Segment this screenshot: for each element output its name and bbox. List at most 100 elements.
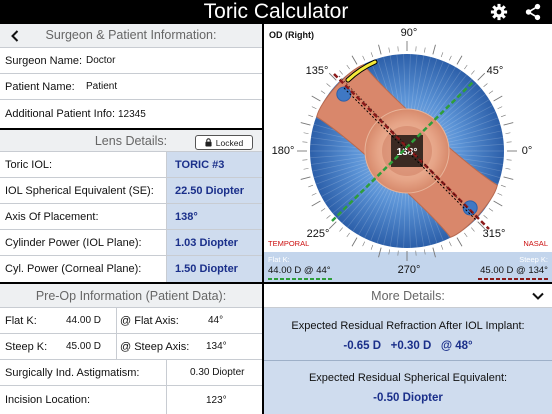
iris-ray: [426, 66, 456, 117]
iris-ray: [429, 70, 462, 119]
degree-tick: [456, 55, 463, 65]
iris-ray: [435, 83, 478, 124]
iris-ray: [410, 54, 418, 112]
cyl-corneal-value: 1.50 Diopter: [167, 256, 262, 282]
surgeon-name-value[interactable]: Doctor: [86, 55, 116, 66]
residual-refraction-title: Expected Residual Refraction After IOL I…: [291, 320, 525, 332]
cyl-iol-row: Cylinder Power (IOL Plane): 1.03 Diopter: [0, 230, 262, 256]
degree-tick: [388, 249, 390, 255]
degree-tick: [311, 106, 317, 110]
cyl-iol-label: Cylinder Power (IOL Plane):: [5, 236, 142, 249]
degree-tick: [351, 237, 358, 247]
iris-ray: [408, 54, 411, 112]
degree-tick: [326, 83, 331, 87]
iris-ray: [444, 117, 499, 138]
incision-row[interactable]: Incision Location: 123°: [0, 386, 262, 414]
chevron-down-icon[interactable]: [532, 292, 544, 301]
iris-ray: [446, 143, 504, 149]
residual-refraction-box: Expected Residual Refraction After IOL I…: [264, 308, 552, 361]
iris-ray: [424, 63, 450, 116]
patient-name-value[interactable]: Patient: [86, 81, 118, 92]
angle-45-label: 45°: [487, 65, 504, 77]
back-chevron-icon[interactable]: [10, 30, 20, 42]
degree-tick: [440, 52, 444, 58]
iris-ray: [421, 60, 444, 115]
degree-tick: [339, 70, 343, 75]
degree-tick: [432, 44, 436, 55]
degree-tick: [471, 70, 475, 75]
iol-se-row: IOL Spherical Equivalent (SE): 22.50 Dio…: [0, 178, 262, 204]
degree-tick: [448, 241, 452, 247]
cyl-corneal-row: Cyl. Power (Corneal Plane): 1.50 Diopter: [0, 256, 262, 282]
iris-ray: [437, 88, 482, 126]
degree-tick: [488, 90, 494, 94]
patient-name-label: Patient Name:: [5, 80, 75, 93]
angle-135-label: 135°: [306, 65, 329, 77]
additional-info-row[interactable]: Additional Patient Info: 12345: [0, 100, 262, 128]
iris-ray: [370, 187, 393, 242]
more-details-header[interactable]: More Details:: [264, 284, 552, 308]
iris-ray: [443, 111, 496, 136]
incision-value[interactable]: 123°: [206, 394, 227, 406]
share-icon[interactable]: [524, 3, 542, 21]
degree-tick: [477, 72, 486, 81]
gear-icon[interactable]: [490, 3, 508, 21]
iris-ray: [332, 176, 377, 214]
cyl-iol-value: 1.03 Diopter: [167, 230, 262, 255]
sia-value[interactable]: 0.30 Diopter: [190, 367, 245, 378]
axis-placement-value: 138°: [167, 204, 262, 229]
eye-label: OD (Right): [269, 30, 314, 40]
flat-k-value[interactable]: 44.00 D: [66, 315, 102, 326]
iris-ray: [336, 178, 379, 219]
iris-ray: [431, 74, 467, 120]
degree-tick: [503, 122, 514, 126]
degree-tick: [388, 47, 390, 53]
additional-info-value[interactable]: 12345: [118, 108, 146, 120]
iris-ray: [315, 164, 370, 185]
steep-axis-value[interactable]: 134°: [206, 341, 227, 352]
degree-tick: [477, 221, 486, 230]
degree-tick: [424, 249, 426, 255]
toric-iol-value[interactable]: TORIC #3: [167, 152, 262, 177]
surgeon-name-row[interactable]: Surgeon Name: Doctor: [0, 48, 262, 74]
incision-label: Incision Location:: [5, 394, 90, 406]
patient-name-row[interactable]: Patient Name: Patient: [0, 74, 262, 100]
degree-tick: [500, 114, 506, 118]
angle-315-label: 315°: [483, 228, 506, 240]
surgeon-name-label: Surgeon Name:: [5, 54, 83, 67]
axis-placement-label: Axis Of Placement:: [5, 210, 99, 223]
incision-arc: [346, 60, 377, 82]
degree-tick: [448, 55, 452, 61]
degree-tick: [500, 184, 506, 188]
degree-tick: [303, 168, 309, 170]
flat-k-row[interactable]: Flat K: 44.00 D @ Flat Axis: 44°: [0, 308, 262, 334]
angle-90-label: 90°: [401, 27, 418, 39]
flat-k-caption: Flat K:: [268, 255, 290, 264]
cyl-corneal-label: Cyl. Power (Corneal Plane):: [5, 263, 142, 275]
residual-se-title: Expected Residual Spherical Equivalent:: [308, 372, 508, 384]
additional-info-label: Additional Patient Info:: [5, 108, 116, 120]
steep-k-label: Steep K:: [5, 340, 48, 353]
flat-axis-label: @ Flat Axis:: [120, 314, 179, 327]
degree-tick-ring: [297, 41, 517, 261]
angle-0-label: 0°: [522, 145, 533, 157]
degree-tick: [328, 72, 337, 81]
degree-tick: [362, 55, 366, 61]
k-readout-band: [264, 252, 552, 282]
iris-ray: [312, 158, 368, 172]
title-bar: Toric Calculator: [0, 0, 552, 24]
app-title: Toric Calculator: [203, 0, 349, 23]
toric-iol-row[interactable]: Toric IOL: TORIC #3: [0, 152, 262, 178]
steep-k-row[interactable]: Steep K: 45.00 D @ Steep Axis: 134°: [0, 334, 262, 360]
locked-button[interactable]: Locked: [195, 135, 253, 150]
flat-axis-value[interactable]: 44°: [208, 315, 224, 326]
steep-k-readout: 45.00 D @ 134°: [480, 265, 548, 276]
degree-tick: [497, 192, 503, 196]
toric-iol-label: Toric IOL:: [5, 158, 53, 171]
degree-tick: [493, 200, 503, 207]
iris-ray: [403, 54, 406, 112]
degree-tick: [378, 247, 382, 258]
steep-k-value[interactable]: 45.00 D: [66, 341, 102, 352]
sia-row[interactable]: Surgically Ind. Astigmatism: 0.30 Diopte…: [0, 360, 262, 386]
iris-ray: [347, 182, 383, 228]
